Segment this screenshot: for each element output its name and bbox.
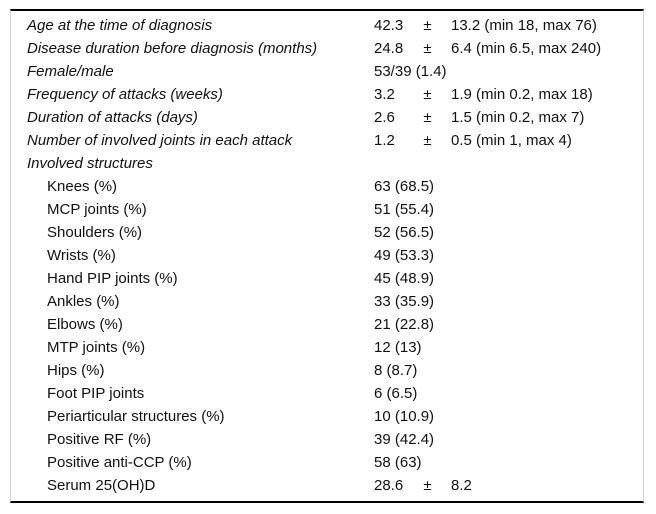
plus-minus-symbol: ± xyxy=(423,40,432,57)
plus-minus-symbol: ± xyxy=(423,132,432,149)
value-mean: 24.8 xyxy=(374,40,404,57)
row-label: Knees (%) xyxy=(47,178,118,195)
row-label: Wrists (%) xyxy=(47,247,116,264)
table-row: Foot PIP joints 6 (6.5) xyxy=(11,382,643,405)
row-label: Elbows (%) xyxy=(47,316,123,333)
row-label: Shoulders (%) xyxy=(47,224,143,241)
row-value: 21 (22.8) xyxy=(374,313,643,336)
row-value: 53/39 (1.4) xyxy=(374,60,643,83)
row-value: 24.8 ±6.4 (min 6.5, max 240) xyxy=(374,37,643,60)
row-label: Involved structures xyxy=(27,155,153,172)
table-row: Hips (%) 8 (8.7) xyxy=(11,359,643,382)
value-mean: 3.2 xyxy=(374,86,395,103)
table-row: Positive RF (%) 39 (42.4) xyxy=(11,428,643,451)
value-mean: 28.6 xyxy=(374,477,404,494)
value-mean: 42.3 xyxy=(374,17,404,34)
patient-characteristics-table: Age at the time of diagnosis 42.3 ±13.2 (m… xyxy=(10,9,644,503)
row-label: MCP joints (%) xyxy=(47,201,147,218)
row-value: 45 (48.9) xyxy=(374,267,643,290)
row-value: 52 (56.5) xyxy=(374,221,643,244)
value-text: 63 (68.5) xyxy=(374,178,435,195)
table-row: Elbows (%) 21 (22.8) xyxy=(11,313,643,336)
value-text: 33 (35.9) xyxy=(374,293,435,310)
value-text: 45 (48.9) xyxy=(374,270,435,287)
table-row: Disease duration before diagnosis (month… xyxy=(11,37,643,60)
value-sd-range: 1.5 (min 0.2, max 7) xyxy=(451,109,585,126)
value-text: 51 (55.4) xyxy=(374,201,435,218)
plus-minus-symbol: ± xyxy=(423,109,432,126)
row-label: Hand PIP joints (%) xyxy=(47,270,178,287)
table-row: Periarticular structures (%) 10 (10.9) xyxy=(11,405,643,428)
row-value: 49 (53.3) xyxy=(374,244,643,267)
table-row: Shoulders (%) 52 (56.5) xyxy=(11,221,643,244)
row-value: 51 (55.4) xyxy=(374,198,643,221)
table-row: Hand PIP joints (%) 45 (48.9) xyxy=(11,267,643,290)
table-row: MCP joints (%) 51 (55.4) xyxy=(11,198,643,221)
row-value: 28.6 ±8.2 xyxy=(374,474,643,497)
value-sd-range: 6.4 (min 6.5, max 240) xyxy=(451,40,602,57)
row-label: Positive anti-CCP (%) xyxy=(47,454,192,471)
row-label: Serum 25(OH)D xyxy=(47,477,156,494)
row-label: Frequency of attacks (weeks) xyxy=(27,86,223,103)
row-value xyxy=(374,152,643,175)
value-sd-range: 1.9 (min 0.2, max 18) xyxy=(451,86,593,103)
table-row: Number of involved joints in each attack… xyxy=(11,129,643,152)
table-row: MTP joints (%) 12 (13) xyxy=(11,336,643,359)
row-value: 10 (10.9) xyxy=(374,405,643,428)
table-row: Wrists (%) 49 (53.3) xyxy=(11,244,643,267)
row-value: 1.2 ±0.5 (min 1, max 4) xyxy=(374,129,643,152)
row-value: 12 (13) xyxy=(374,336,643,359)
row-value: 39 (42.4) xyxy=(374,428,643,451)
value-sd-range: 13.2 (min 18, max 76) xyxy=(451,17,597,34)
table-row: Age at the time of diagnosis 42.3 ±13.2 (m… xyxy=(11,14,643,37)
row-label: Duration of attacks (days) xyxy=(27,109,198,126)
value-text: 52 (56.5) xyxy=(374,224,435,241)
value-text: 12 (13) xyxy=(374,339,422,356)
row-label: Periarticular structures (%) xyxy=(47,408,225,425)
table-row: Knees (%) 63 (68.5) xyxy=(11,175,643,198)
table-row: Female/male 53/39 (1.4) xyxy=(11,60,643,83)
row-value: 6 (6.5) xyxy=(374,382,643,405)
value-text: 58 (63) xyxy=(374,454,422,471)
row-label: Disease duration before diagnosis (month… xyxy=(27,40,318,57)
row-value: 2.6 ±1.5 (min 0.2, max 7) xyxy=(374,106,643,129)
row-value: 33 (35.9) xyxy=(374,290,643,313)
row-label: Ankles (%) xyxy=(47,293,120,310)
table-row: Ankles (%) 33 (35.9) xyxy=(11,290,643,313)
value-text: 6 (6.5) xyxy=(374,385,418,402)
row-label: Age at the time of diagnosis xyxy=(27,17,213,34)
row-value: 42.3 ±13.2 (min 18, max 76) xyxy=(374,14,643,37)
row-value: 3.2 ±1.9 (min 0.2, max 18) xyxy=(374,83,643,106)
value-text: 53/39 (1.4) xyxy=(374,63,447,80)
row-label: Female/male xyxy=(27,63,114,80)
plus-minus-symbol: ± xyxy=(423,477,432,494)
value-sd-range: 0.5 (min 1, max 4) xyxy=(451,132,572,149)
row-value: 63 (68.5) xyxy=(374,175,643,198)
plus-minus-symbol: ± xyxy=(423,17,432,34)
value-text: 10 (10.9) xyxy=(374,408,435,425)
value-text: 39 (42.4) xyxy=(374,431,435,448)
table-row: Frequency of attacks (weeks) 3.2 ±1.9 (min… xyxy=(11,83,643,106)
plus-minus-symbol: ± xyxy=(423,86,432,103)
row-label: Positive RF (%) xyxy=(47,431,152,448)
row-label: Hips (%) xyxy=(47,362,105,379)
table-row: Serum 25(OH)D 28.6 ±8.2 xyxy=(11,474,643,497)
row-label: MTP joints (%) xyxy=(47,339,146,356)
value-mean: 1.2 xyxy=(374,132,395,149)
value-text: 8 (8.7) xyxy=(374,362,418,379)
value-mean: 2.6 xyxy=(374,109,395,126)
table-row: Involved structures xyxy=(11,152,643,175)
row-value: 8 (8.7) xyxy=(374,359,643,382)
value-text: 49 (53.3) xyxy=(374,247,435,264)
row-value: 58 (63) xyxy=(374,451,643,474)
row-label: Number of involved joints in each attack xyxy=(27,132,293,149)
value-text: 21 (22.8) xyxy=(374,316,435,333)
value-sd-range: 8.2 xyxy=(451,477,472,494)
row-label: Foot PIP joints xyxy=(47,385,145,402)
table-row: Positive anti-CCP (%) 58 (63) xyxy=(11,451,643,474)
table-row: Duration of attacks (days) 2.6 ±1.5 (min 0… xyxy=(11,106,643,129)
